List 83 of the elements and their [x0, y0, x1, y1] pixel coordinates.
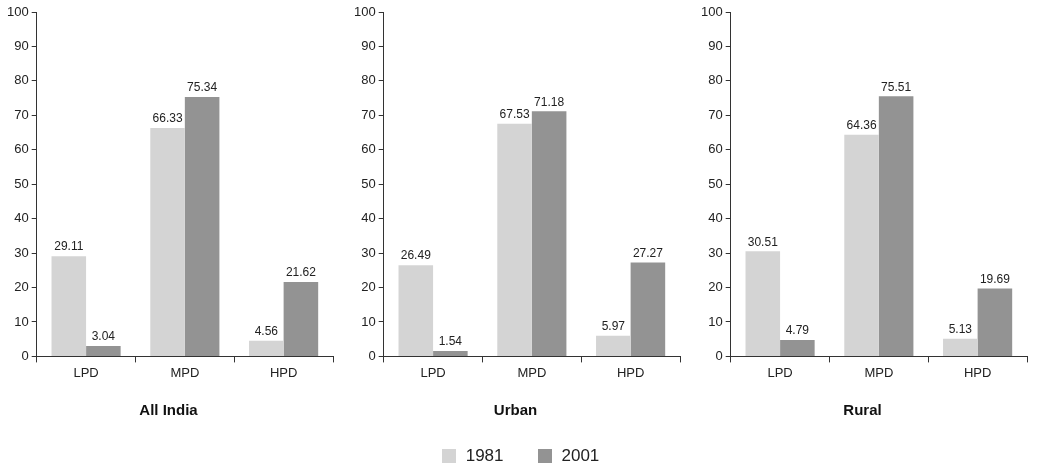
y-tick-label: 20: [14, 279, 29, 295]
data-label: 29.11: [54, 239, 84, 254]
data-label: 5.13: [948, 322, 973, 337]
y-tick-label: 40: [708, 210, 723, 226]
bar: [977, 288, 1013, 356]
y-tick-label: 80: [708, 72, 723, 88]
data-label: 71.18: [534, 94, 565, 109]
legend-label: 2001: [561, 446, 600, 466]
y-tick-label: 20: [708, 279, 723, 295]
data-label: 75.51: [881, 79, 912, 94]
y-tick-label: 40: [361, 210, 376, 226]
data-label: 5.97: [601, 319, 626, 334]
data-label: 67.53: [499, 107, 530, 122]
x-tick-label: MPD: [864, 364, 894, 380]
bar: [497, 123, 532, 356]
data-label: 26.49: [400, 248, 432, 263]
data-label: 3.04: [91, 329, 116, 344]
x-tick-label: HPD: [269, 364, 298, 380]
y-tick-label: 100: [6, 3, 29, 19]
bar: [150, 127, 185, 356]
y-tick-label: 30: [14, 244, 29, 260]
text: Urban: [493, 401, 538, 419]
x-tick-label: MPD: [170, 364, 200, 380]
bar: [283, 281, 319, 356]
y-tick-label: 0: [715, 347, 723, 363]
y-tick-label: 10: [708, 313, 723, 329]
y-tick-label: 30: [361, 244, 376, 260]
bar: [780, 339, 815, 356]
legend-label: 1981: [465, 446, 504, 466]
x-tick-label: LPD: [73, 364, 99, 380]
y-tick-label: 60: [361, 141, 376, 157]
y-tick-label: 0: [368, 347, 376, 363]
y-tick-label: 90: [361, 38, 376, 54]
y-tick-label: 50: [361, 175, 376, 191]
y-tick-label: 80: [14, 72, 29, 88]
text: Rural: [843, 401, 882, 419]
y-tick-label: 90: [14, 38, 29, 54]
y-tick-label: 70: [14, 106, 29, 122]
x-tick-label: HPD: [963, 364, 992, 380]
data-label: 66.33: [152, 111, 183, 126]
bar: [878, 96, 914, 356]
bar: [630, 262, 666, 356]
data-label: 27.27: [632, 245, 664, 260]
bar: [844, 134, 879, 356]
x-tick-label: LPD: [420, 364, 446, 380]
x-tick-label: MPD: [517, 364, 547, 380]
y-tick-label: 50: [708, 175, 723, 191]
y-tick-label: 40: [14, 210, 29, 226]
data-label: 19.69: [979, 271, 1011, 286]
bar: [596, 335, 631, 356]
y-tick-label: 50: [14, 175, 29, 191]
y-tick-label: 20: [361, 279, 376, 295]
bar: [51, 256, 87, 356]
y-tick-label: 10: [361, 313, 376, 329]
data-label: 30.51: [747, 234, 779, 249]
y-tick-label: 0: [21, 347, 29, 363]
bar: [531, 111, 567, 356]
data-label: 4.79: [785, 323, 810, 338]
data-label: 1.54: [438, 334, 463, 349]
y-tick-label: 90: [708, 38, 723, 54]
y-tick-label: 60: [708, 141, 723, 157]
y-tick-label: 80: [361, 72, 376, 88]
y-tick-label: 100: [353, 3, 376, 19]
data-label: 75.34: [187, 80, 218, 95]
data-label: 4.56: [254, 324, 279, 339]
bar: [249, 340, 284, 356]
y-tick-label: 70: [361, 106, 376, 122]
y-tick-label: 70: [708, 106, 723, 122]
bar: [943, 338, 978, 356]
bar: [86, 345, 121, 356]
y-tick-label: 100: [700, 3, 723, 19]
bar: [398, 265, 434, 356]
y-tick-label: 30: [708, 244, 723, 260]
bar: [184, 96, 220, 356]
y-tick-label: 10: [14, 313, 29, 329]
x-tick-label: LPD: [767, 364, 793, 380]
data-label: 64.36: [846, 118, 877, 133]
bar: [433, 351, 468, 356]
data-label: 21.62: [285, 265, 317, 280]
y-tick-label: 60: [14, 141, 29, 157]
text: All India: [139, 401, 199, 419]
bar: [745, 251, 781, 356]
x-tick-label: HPD: [616, 364, 645, 380]
